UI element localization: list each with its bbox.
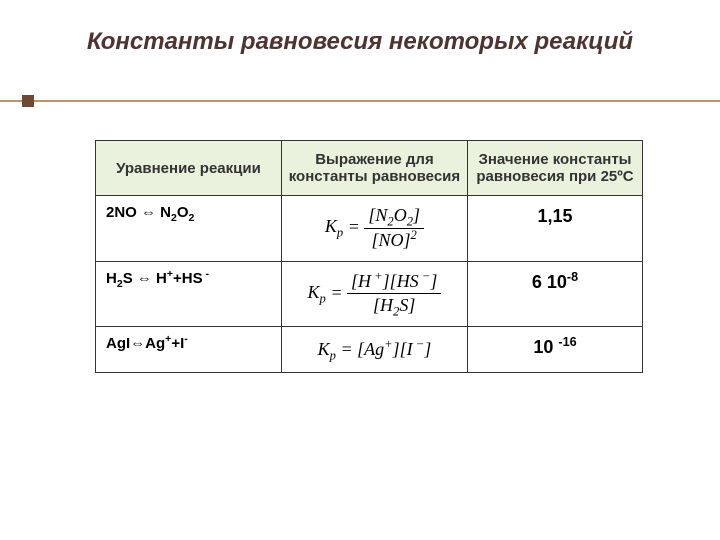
expression-cell: Kp = [N2O2][NO]2 <box>281 196 467 262</box>
value-cell: 1,15 <box>467 196 642 262</box>
col-header-value: Значение константы равновесия при 25ºС <box>467 141 642 196</box>
value-cell: 10 -16 <box>467 327 642 373</box>
col-header-equation: Уравнение реакции <box>96 141 282 196</box>
table-row: H2S ⇔ H++HS -Kp = [H +][HS −][H2S]6 10-8 <box>96 261 643 327</box>
equation-cell: H2S ⇔ H++HS - <box>96 261 282 327</box>
equilibrium-table-wrap: Уравнение реакции Выражение для констант… <box>95 140 643 373</box>
slide: Константы равновесия некоторых реакций У… <box>0 0 720 540</box>
col-header-expression: Выражение для константы равновесия <box>281 141 467 196</box>
equilibrium-table: Уравнение реакции Выражение для констант… <box>95 140 643 373</box>
table-row: 2NO ⇔ N2O2Kp = [N2O2][NO]21,15 <box>96 196 643 262</box>
table-body: 2NO ⇔ N2O2Kp = [N2O2][NO]21,15H2S ⇔ H++H… <box>96 196 643 373</box>
page-title: Константы равновесия некоторых реакций <box>0 28 720 56</box>
equation-cell: AgI⇔Ag++I- <box>96 327 282 373</box>
value-cell: 6 10-8 <box>467 261 642 327</box>
expression-cell: Kp = [H +][HS −][H2S] <box>281 261 467 327</box>
accent-square <box>22 95 34 107</box>
table-row: AgI⇔Ag++I-Kp = [Ag+][I −]10 -16 <box>96 327 643 373</box>
table-header-row: Уравнение реакции Выражение для констант… <box>96 141 643 196</box>
expression-cell: Kp = [Ag+][I −] <box>281 327 467 373</box>
accent-bar <box>0 100 720 102</box>
equation-cell: 2NO ⇔ N2O2 <box>96 196 282 262</box>
